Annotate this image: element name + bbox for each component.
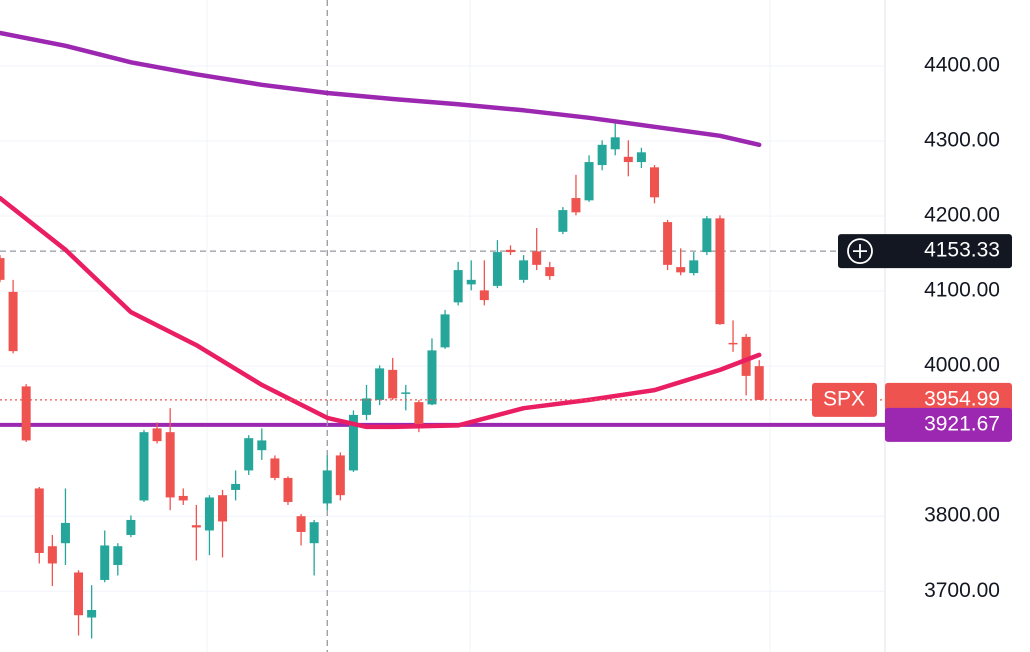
candle-body xyxy=(231,483,241,490)
candle-body xyxy=(401,392,411,394)
candle-body xyxy=(87,609,97,618)
candle-body xyxy=(139,432,149,501)
candle-body xyxy=(257,440,267,451)
symbol-badge xyxy=(812,382,877,417)
candle-body xyxy=(388,369,398,399)
candle-body xyxy=(204,497,214,531)
candle-body xyxy=(283,477,293,502)
candle-body xyxy=(506,249,516,253)
candle-body xyxy=(165,432,175,498)
candle-body xyxy=(100,545,110,580)
plot xyxy=(0,0,885,652)
candle-body xyxy=(21,386,31,441)
candle-body xyxy=(754,366,764,400)
crosshair-price-label: 4153.33 xyxy=(924,239,1000,262)
candle-body xyxy=(191,525,201,528)
candle-body xyxy=(689,260,699,274)
candle-body xyxy=(466,279,476,285)
candle-body xyxy=(492,252,502,286)
candle-body xyxy=(414,402,424,429)
candle-body xyxy=(715,218,725,325)
candle-body xyxy=(152,428,162,442)
candle-body xyxy=(218,495,228,522)
hline-label: 3921.67 xyxy=(924,412,1000,435)
candle-body xyxy=(623,156,633,163)
crosshair-badge xyxy=(838,234,1012,269)
candle-body xyxy=(650,167,659,198)
moving-average-line xyxy=(0,30,762,148)
candle-body xyxy=(34,488,44,553)
candle-body xyxy=(8,291,18,352)
add-alert-icon[interactable] xyxy=(847,238,873,264)
candle-body xyxy=(309,522,319,544)
candle-body xyxy=(519,260,529,280)
candle-body xyxy=(335,455,345,496)
candle-body xyxy=(348,414,358,471)
add-alert-plus xyxy=(853,244,867,259)
candle-body xyxy=(440,314,450,348)
candle-body xyxy=(741,336,751,376)
y-tick-label: 3700.00 xyxy=(924,579,1000,602)
candle-body xyxy=(676,267,686,273)
symbol-label: SPX xyxy=(823,387,865,410)
price-axis: 3700.00 3800.00 4000.00 4100.00 4200.00 4300.… xyxy=(812,54,1012,602)
candle-body xyxy=(636,152,646,163)
candle-body xyxy=(479,290,489,301)
y-tick-label: 4200.00 xyxy=(924,204,1000,227)
candle-body xyxy=(47,546,57,564)
candle-body xyxy=(558,210,568,232)
candle-body xyxy=(702,218,712,253)
candle-body xyxy=(270,458,280,478)
y-tick-label: 4100.00 xyxy=(924,279,1000,302)
candle-body xyxy=(610,137,620,150)
candle-body xyxy=(427,350,437,405)
candle-body xyxy=(453,270,463,303)
candle-body xyxy=(322,470,332,504)
y-tick-label: 4400.00 xyxy=(924,54,1000,77)
y-tick-label: 4300.00 xyxy=(924,129,1000,152)
candle-body xyxy=(244,438,254,471)
y-tick-label: 3800.00 xyxy=(924,504,1000,527)
hline-badge xyxy=(885,407,1012,442)
y-tick-label: 4000.00 xyxy=(924,354,1000,377)
candle-body xyxy=(362,398,372,415)
candle-body xyxy=(0,258,5,280)
candle-body xyxy=(60,522,70,544)
candle-body xyxy=(663,222,673,265)
moving-average-line xyxy=(0,195,762,430)
candle-body xyxy=(545,267,555,277)
candle-body xyxy=(178,495,188,501)
candle-body xyxy=(597,144,607,166)
candle-body xyxy=(584,162,594,201)
candle-body xyxy=(532,251,542,265)
candle-body xyxy=(571,198,581,213)
candle-body xyxy=(728,342,738,345)
candle-body xyxy=(296,516,306,532)
candle-body xyxy=(126,519,136,535)
candle-body xyxy=(375,368,385,400)
last-price-label: 3954.99 xyxy=(924,387,1000,410)
candle-body xyxy=(74,572,84,616)
candle-body xyxy=(113,546,123,565)
